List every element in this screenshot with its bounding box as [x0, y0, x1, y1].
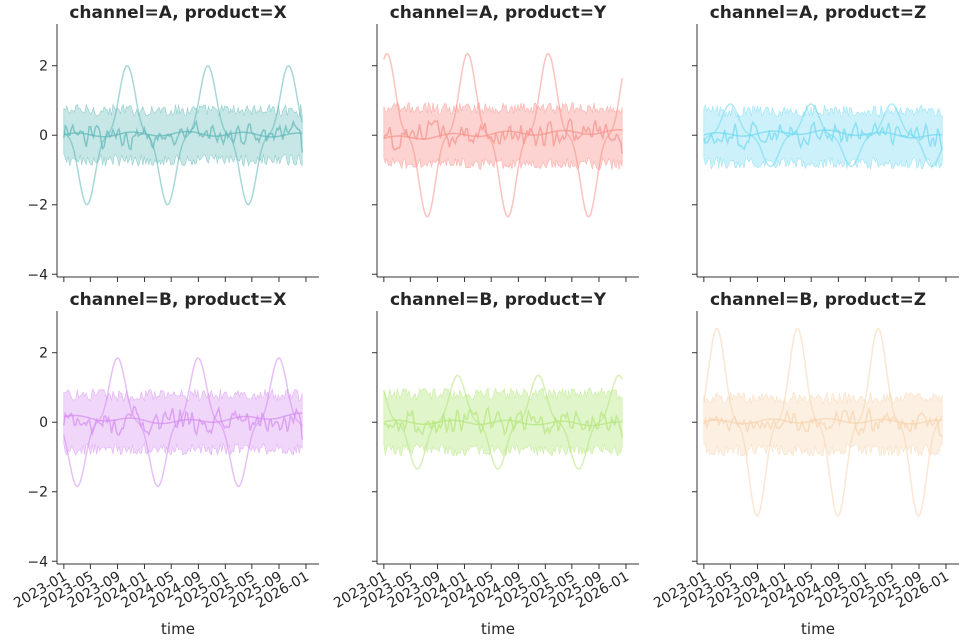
panel-title: channel=A, product=Z [710, 3, 927, 23]
series-line [383, 117, 623, 154]
panel: channel=A, product=Z [692, 3, 959, 282]
panel: 2023-012023-052023-092024-012024-052024-… [331, 290, 639, 638]
panel: 2 0 −2 −4 channel=A, product=X [27, 3, 319, 283]
panel: channel=A, product=Y [372, 3, 639, 282]
series-line [703, 406, 943, 438]
panel-title: channel=B, product=X [70, 290, 287, 310]
panel-title: channel=B, product=Z [710, 290, 926, 310]
series-line [703, 103, 943, 168]
panel: 2023-012023-052023-092024-012024-052024-… [651, 290, 959, 638]
confidence-band [383, 387, 623, 457]
series-line [703, 417, 943, 425]
panel-title: channel=A, product=Y [390, 3, 607, 23]
y-tick-label: −2 [27, 198, 48, 214]
y-tick-label: 0 [39, 128, 48, 144]
x-axis-label: time [801, 620, 835, 638]
series-line [63, 64, 303, 206]
confidence-band [383, 101, 623, 171]
confidence-band [63, 103, 303, 167]
x-axis-label: time [161, 620, 195, 638]
series-line [383, 374, 623, 470]
series-line [63, 356, 303, 488]
y-tick-label: 2 [39, 346, 48, 362]
series-line [63, 119, 303, 153]
y-tick-label: −2 [27, 485, 48, 501]
y-tick-label: −4 [27, 554, 48, 570]
panel-title: channel=A, product=X [69, 3, 286, 23]
y-tick-label: −4 [27, 267, 48, 283]
y-tick-label: 2 [39, 59, 48, 75]
series-line [703, 120, 943, 151]
series-line [383, 52, 623, 218]
y-tick-label: 0 [39, 415, 48, 431]
series-line [383, 419, 623, 427]
x-axis-label: time [481, 620, 515, 638]
series-line [703, 327, 943, 518]
panel-title: channel=B, product=Y [390, 290, 607, 310]
panel: 20−2−42023-012023-052023-092024-012024-0… [11, 290, 319, 638]
series-line [63, 405, 303, 440]
series-line [383, 406, 623, 438]
